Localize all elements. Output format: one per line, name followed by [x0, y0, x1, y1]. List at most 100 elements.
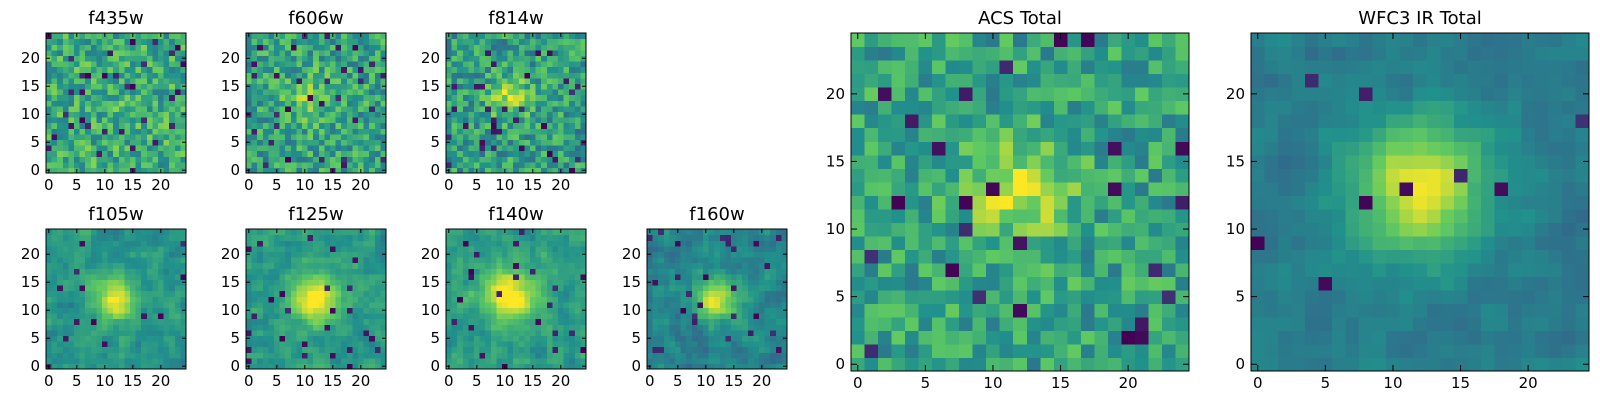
heatmap-cell [569, 279, 576, 286]
heatmap-cell [274, 301, 281, 308]
heatmap-cell [158, 262, 165, 269]
heatmap-cell [781, 285, 788, 292]
heatmap-cell [574, 285, 581, 292]
heatmap-cell [891, 235, 906, 250]
heatmap-cell [507, 357, 514, 364]
heatmap-cell [330, 55, 337, 62]
heatmap-cell [290, 167, 297, 174]
heatmap-cell [363, 122, 370, 129]
heatmap-cell [57, 324, 64, 331]
heatmap-cell [719, 262, 726, 269]
heatmap-cell [79, 324, 86, 331]
heatmap-cell [753, 290, 760, 297]
heatmap-cell [118, 72, 125, 79]
heatmap-cell [302, 145, 309, 152]
heatmap-cell [279, 335, 286, 342]
heatmap-cell [124, 145, 131, 152]
y-tick-label: 15 [421, 273, 440, 291]
heatmap-cell [57, 313, 64, 320]
heatmap-cell [169, 83, 176, 90]
heatmap-cell [74, 357, 81, 364]
heatmap-cell [878, 357, 893, 372]
heatmap-cell [496, 105, 503, 112]
heatmap-cell [130, 324, 137, 331]
heatmap-cell [697, 329, 704, 336]
heatmap-cell [79, 279, 86, 286]
heatmap-cell [546, 234, 553, 241]
heatmap-cell [932, 276, 947, 291]
heatmap-cell [905, 262, 920, 277]
heatmap-cell [647, 346, 654, 353]
heatmap-cell [113, 257, 120, 264]
heatmap-cell [759, 279, 766, 286]
heatmap-cell [552, 318, 559, 325]
heatmap-cell [462, 105, 469, 112]
heatmap-cell [714, 357, 721, 364]
heatmap-cell [363, 245, 370, 252]
heatmap-cell [569, 352, 576, 359]
heatmap-cell [85, 100, 92, 107]
heatmap-cell [1053, 330, 1068, 345]
heatmap-cell [163, 72, 170, 79]
heatmap-cell [485, 49, 492, 56]
heatmap-cell [251, 33, 258, 40]
heatmap-cell [141, 268, 148, 275]
heatmap-cell [1013, 222, 1028, 237]
heatmap-cell [363, 38, 370, 45]
heatmap-cell [102, 240, 109, 247]
heatmap-cell [451, 290, 458, 297]
heatmap-cell [546, 161, 553, 168]
heatmap-cell [518, 156, 525, 163]
heatmap-cell [135, 301, 142, 308]
heatmap-cell [686, 251, 693, 258]
heatmap-cell [742, 262, 749, 269]
heatmap-cell [96, 318, 103, 325]
heatmap-cell [257, 285, 264, 292]
heatmap-cell [725, 363, 732, 370]
heatmap-cell [496, 117, 503, 124]
x-tick-label: 20 [551, 372, 570, 390]
heatmap-cell [107, 49, 114, 56]
heatmap-cell [558, 122, 565, 129]
heatmap-cell [580, 66, 587, 73]
heatmap-cell [513, 352, 520, 359]
heatmap-cell [296, 111, 303, 118]
heatmap-cell [124, 117, 131, 124]
heatmap-cell [358, 307, 365, 314]
heatmap-cell [341, 251, 348, 258]
heatmap-cell [90, 313, 97, 320]
heatmap-cell [369, 240, 376, 247]
heatmap-cell [1067, 276, 1082, 291]
heatmap-cell [502, 83, 509, 90]
heatmap-cell [74, 262, 81, 269]
heatmap-cell [262, 122, 269, 129]
heatmap-cell [307, 268, 314, 275]
heatmap-cell [335, 133, 342, 140]
heatmap-cell [502, 335, 509, 342]
heatmap-cell [158, 122, 165, 129]
heatmap-cell [479, 122, 486, 129]
heatmap-cell [546, 346, 553, 353]
heatmap-cell [279, 44, 286, 51]
heatmap-cell [490, 77, 497, 84]
heatmap-cell [46, 285, 53, 292]
heatmap-cell [374, 145, 381, 152]
heatmap-cell [446, 89, 453, 96]
heatmap-cell [1121, 357, 1136, 372]
heatmap-cell [457, 257, 464, 264]
heatmap-cell [462, 357, 469, 364]
heatmap-cell [558, 346, 565, 353]
heatmap-cell [569, 49, 576, 56]
heatmap-cell [313, 111, 320, 118]
heatmap-cell [158, 257, 165, 264]
heatmap-cell [513, 273, 520, 280]
heatmap-cell [675, 234, 682, 241]
heatmap-cell [775, 279, 782, 286]
heatmap-cell [380, 49, 387, 56]
heatmap-cell [558, 55, 565, 62]
heatmap-cell [1094, 343, 1109, 359]
heatmap-cell [652, 352, 659, 359]
heatmap-cell [285, 55, 292, 62]
heatmap-cell [68, 341, 75, 348]
heatmap-cell [313, 83, 320, 90]
